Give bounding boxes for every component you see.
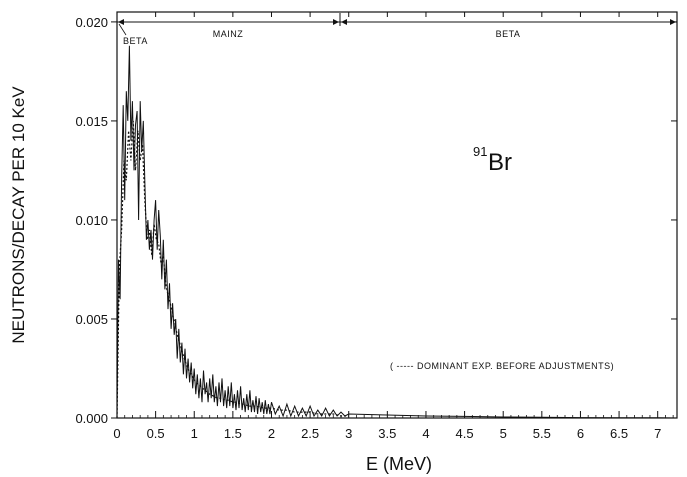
x-tick-label: 6 — [577, 426, 584, 441]
arrow-left-icon — [118, 19, 124, 25]
x-tick-label: 2 — [268, 426, 275, 441]
y-axis: 0.000 0.005 0.010 0.015 0.020 — [75, 15, 677, 426]
x-tick-label: 1 — [191, 426, 198, 441]
y-tick-label: 0.020 — [75, 15, 108, 30]
y-tick-label: 0.005 — [75, 312, 108, 327]
x-tick-label: 5 — [500, 426, 507, 441]
region-bar: BETA MAINZ BETA — [117, 13, 677, 46]
arrow-left-icon — [341, 19, 347, 25]
nuclide-mass-number: 91 — [473, 144, 487, 159]
x-tick-label: 2.5 — [301, 426, 319, 441]
x-tick-label: 7 — [654, 426, 661, 441]
x-tick-label: 0.5 — [147, 426, 165, 441]
x-tick-label: 0 — [113, 426, 120, 441]
legend-annotation: ( ----- DOMINANT EXP. BEFORE ADJUSTMENTS… — [390, 361, 614, 371]
beta-pointer — [118, 23, 127, 36]
y-tick-label: 0.010 — [75, 213, 108, 228]
x-tick-label: 6.5 — [610, 426, 628, 441]
nuclide-symbol: Br — [488, 149, 512, 176]
x-tick-label: 5.5 — [533, 426, 551, 441]
y-tick-label: 0.000 — [75, 411, 108, 426]
region-label-mainz: MAINZ — [213, 29, 244, 39]
x-tick-label: 3.5 — [378, 426, 396, 441]
x-axis-title: E (MeV) — [366, 454, 432, 474]
arrow-right-icon — [333, 19, 339, 25]
y-tick-label: 0.015 — [75, 114, 108, 129]
x-tick-label: 4.5 — [456, 426, 474, 441]
y-axis-title: NEUTRONS/DECAY PER 10 KeV — [9, 86, 28, 344]
x-tick-label: 4 — [422, 426, 429, 441]
series-solid-line — [116, 45, 678, 419]
series-layer — [116, 45, 678, 419]
region-label-beta-low: BETA — [123, 36, 148, 46]
series-dotted-line — [116, 120, 349, 419]
region-label-beta-high: BETA — [496, 29, 521, 39]
plot-frame — [116, 11, 678, 419]
nuclide-label: 91 Br — [473, 144, 512, 176]
x-tick-label: 3 — [345, 426, 352, 441]
x-tick-label: 1.5 — [224, 426, 242, 441]
